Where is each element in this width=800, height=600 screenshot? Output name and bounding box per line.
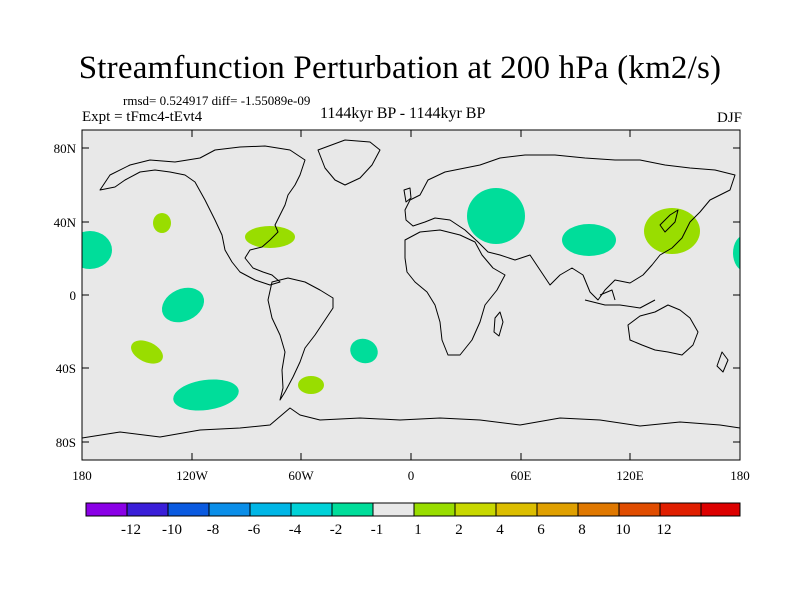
lat-label-0: 0	[70, 288, 77, 303]
lon-label-180e: 180	[730, 468, 750, 483]
anomaly-tibet-china	[562, 224, 616, 256]
chart-title: Streamfunction Perturbation at 200 hPa (…	[78, 50, 722, 86]
colorbar-swatch	[619, 503, 660, 516]
coast-new-zealand	[716, 351, 729, 373]
colorbar-label: -12	[121, 522, 141, 538]
colorbar-swatch	[578, 503, 619, 516]
colorbar-label: 6	[537, 522, 545, 538]
experiment-label: Expt = tFmc4-tEvt4	[82, 109, 203, 125]
lat-label-80n: 80N	[54, 141, 77, 156]
anomaly-layer	[82, 188, 740, 411]
coast-uk	[403, 187, 412, 203]
colorbar-swatch	[209, 503, 250, 516]
colorbar-swatch	[127, 503, 168, 516]
coast-japan	[659, 209, 679, 233]
colorbar-label: -6	[248, 522, 261, 538]
colorbar-swatch	[701, 503, 740, 516]
colorbar-swatch	[373, 503, 414, 516]
coastlines	[82, 139, 740, 439]
stats-line: rmsd= 0.524917 diff= -1.55089e-09	[123, 93, 311, 108]
lat-label-40s: 40S	[56, 361, 76, 376]
anomaly-south-america-east	[298, 376, 324, 394]
colorbar-label: 12	[657, 522, 672, 538]
colorbar-label: 2	[455, 522, 463, 538]
lat-label-40n: 40N	[54, 215, 77, 230]
anomaly-tropical-pacific	[161, 287, 205, 323]
coast-australia	[627, 304, 699, 356]
colorbar-frame	[85, 502, 741, 517]
colorbar	[85, 502, 741, 517]
colorbar-swatch	[455, 503, 496, 516]
colorbar-swatch	[291, 503, 332, 516]
tick-marks	[81, 130, 741, 460]
coast-greenland	[317, 139, 381, 186]
coast-south-america	[267, 277, 334, 401]
lon-label-120w: 120W	[176, 468, 209, 483]
colorbar-swatch	[168, 503, 209, 516]
coast-africa	[404, 229, 506, 356]
anomaly-eastern-us	[245, 226, 295, 248]
colorbar-swatch	[332, 503, 373, 516]
coast-madagascar	[493, 311, 504, 337]
colorbar-swatch	[250, 503, 291, 516]
colorbar-swatch	[414, 503, 455, 516]
colorbar-label: 8	[578, 522, 586, 538]
anomaly-north-pacific-west	[733, 236, 740, 270]
lon-label-0: 0	[408, 468, 415, 483]
coast-eurasia	[404, 154, 736, 301]
colorbar-swatch	[660, 503, 701, 516]
lon-label-120e: 120E	[616, 468, 644, 483]
anomaly-south-atlantic	[350, 338, 378, 364]
colorbar-label: -10	[162, 522, 182, 538]
colorbar-label: -4	[289, 522, 302, 538]
anomaly-japan	[644, 208, 700, 254]
colorbar-label: 10	[616, 522, 631, 538]
lat-label-80s: 80S	[56, 435, 76, 450]
anomaly-south-pacific	[131, 340, 163, 364]
period-label: 1144kyr BP - 1144kyr BP	[320, 105, 486, 122]
anomaly-north-pacific-east	[82, 231, 112, 269]
lon-label-180w: 180	[72, 468, 92, 483]
anomaly-southern-ocean-pacific	[173, 379, 239, 411]
colorbar-label: 4	[496, 522, 504, 538]
colorbar-label: -8	[207, 522, 220, 538]
colorbar-label: -2	[330, 522, 343, 538]
coast-north-america	[99, 145, 306, 286]
colorbar-swatch	[86, 503, 127, 516]
coast-antarctica	[82, 407, 740, 439]
anomaly-central-pacific-north	[153, 213, 171, 233]
coast-indonesia	[584, 289, 656, 309]
colorbar-swatch	[496, 503, 537, 516]
colorbar-label: 1	[414, 522, 422, 538]
season-label: DJF	[716, 110, 742, 126]
lon-label-60e: 60E	[511, 468, 532, 483]
colorbar-swatch	[537, 503, 578, 516]
anomaly-central-asia	[467, 188, 525, 244]
lon-label-60w: 60W	[288, 468, 314, 483]
colorbar-label: -1	[371, 522, 384, 538]
